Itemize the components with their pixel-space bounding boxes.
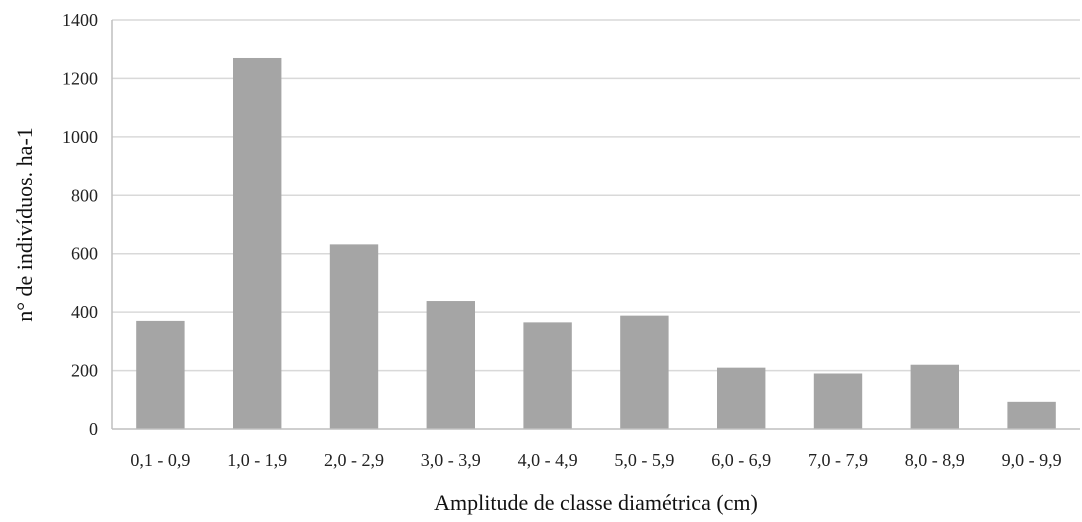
bar (1007, 401, 1056, 429)
x-tick-label: 6,0 - 6,9 (711, 450, 771, 470)
bar (813, 373, 863, 429)
y-tick-label: 1000 (62, 127, 98, 147)
x-tick-label: 3,0 - 3,9 (421, 450, 481, 470)
x-tick-label: 4,0 - 4,9 (518, 450, 578, 470)
bar (910, 364, 959, 429)
x-axis-title: Amplitude de classe diamétrica (cm) (434, 490, 758, 515)
bar (426, 301, 475, 429)
bar (136, 320, 185, 429)
y-tick-label: 200 (71, 361, 98, 381)
bar (717, 367, 766, 429)
x-tick-label: 2,0 - 2,9 (324, 450, 384, 470)
bar (329, 244, 379, 429)
y-axis-title: n° de indivíduos. ha-1 (12, 127, 37, 322)
x-tick-label: 1,0 - 1,9 (227, 450, 287, 470)
x-tick-label: 9,0 - 9,9 (1002, 450, 1062, 470)
y-tick-label: 600 (71, 244, 98, 264)
x-tick-label: 7,0 - 7,9 (808, 450, 868, 470)
y-tick-label: 1200 (62, 68, 98, 88)
bar (620, 315, 669, 429)
x-tick-label: 8,0 - 8,9 (905, 450, 965, 470)
y-tick-label: 0 (89, 419, 98, 439)
bars (136, 57, 1056, 429)
x-tick-label: 5,0 - 5,9 (614, 450, 674, 470)
y-tick-label: 1400 (62, 10, 98, 30)
x-tick-labels: 0,1 - 0,9 1,0 - 1,9 2,0 - 2,9 3,0 - 3,9 4,0 … (130, 450, 1061, 470)
y-tick-label: 800 (71, 185, 98, 205)
y-tick-label: 400 (71, 302, 98, 322)
x-tick-label: 0,1 - 0,9 (130, 450, 190, 470)
bar (523, 322, 572, 429)
bar (233, 57, 282, 429)
y-tick-labels: 0 200 400 600 800 1000 1200 1400 (62, 10, 98, 439)
